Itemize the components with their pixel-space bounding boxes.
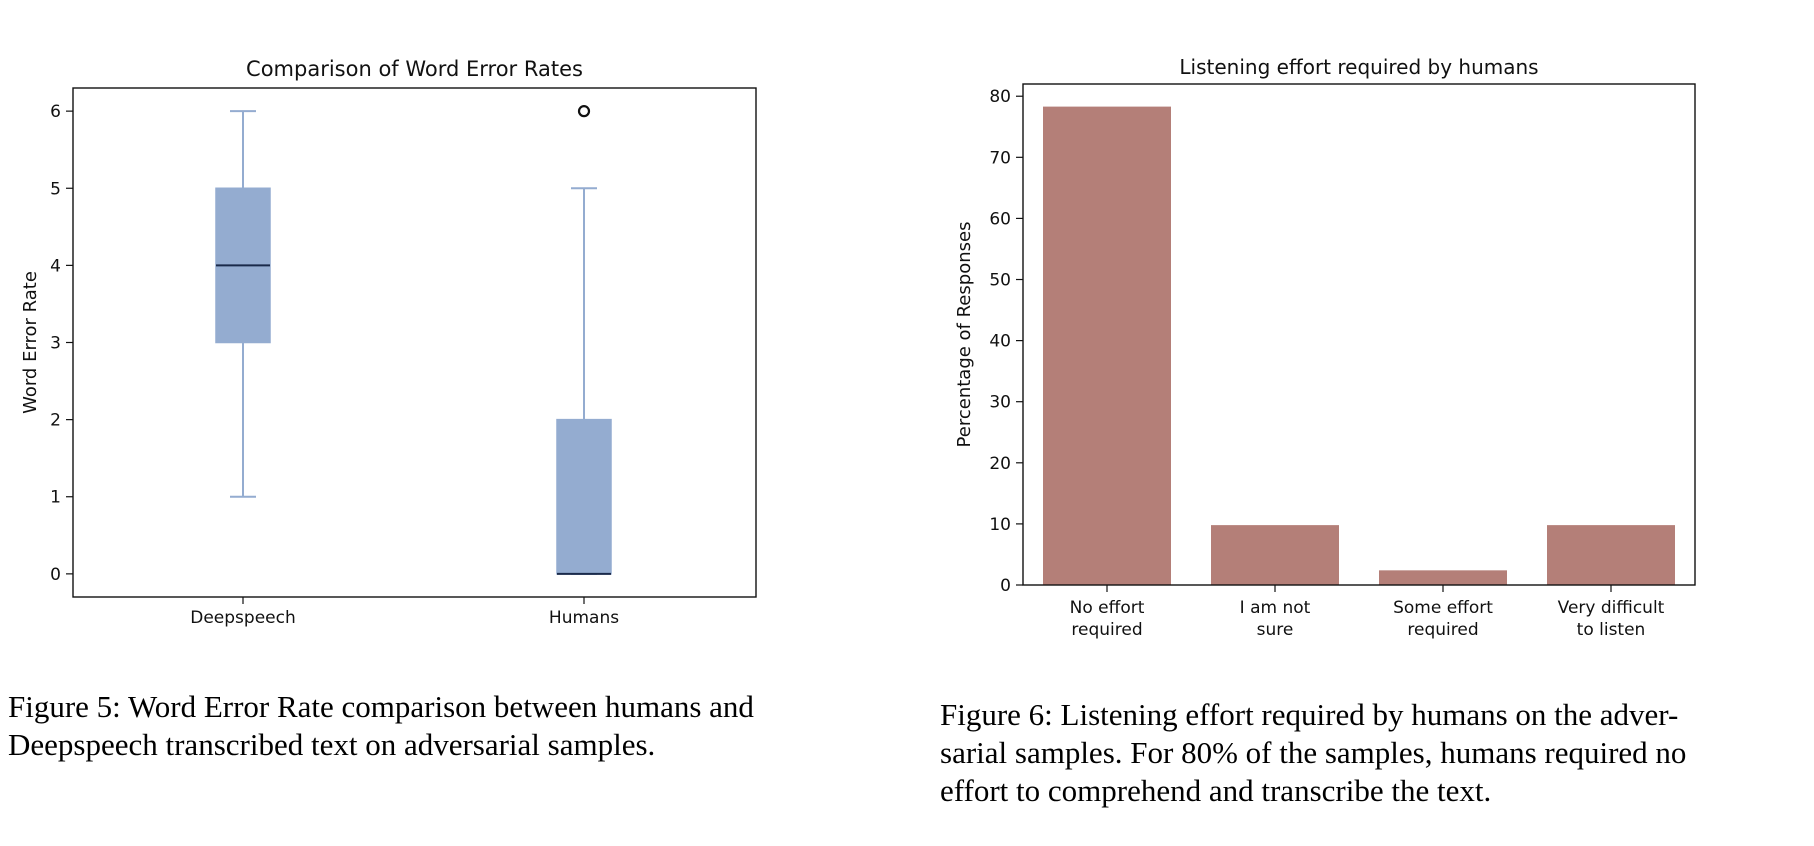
- y-tick-label: 50: [989, 271, 1011, 291]
- y-axis-label: Word Error Rate: [20, 271, 41, 414]
- figure-6-caption-line-2: sarial samples. For 80% of the samples, …: [940, 735, 1687, 770]
- plot-frame: [72, 87, 757, 598]
- figure-6-caption-line-3: effort to comprehend and transcribe the …: [940, 773, 1492, 808]
- box-deepspeech: [215, 110, 271, 498]
- y-axis-label: Percentage of Responses: [954, 222, 975, 448]
- y-tick-label: 4: [50, 256, 61, 276]
- y-tick-label: 30: [989, 393, 1011, 413]
- y-tick-label: 3: [50, 334, 61, 354]
- y-tick-label: 20: [989, 454, 1011, 474]
- x-tick-label: Humans: [549, 608, 619, 628]
- y-tick-label: 80: [989, 87, 1011, 107]
- plot-frame: [1022, 83, 1696, 586]
- y-tick-label: 40: [989, 332, 1011, 352]
- y-tick-label: 2: [50, 411, 61, 431]
- bar-2: [1379, 570, 1507, 585]
- listening-effort-bar-chart: Listening effort required by humans Perce…: [954, 55, 1696, 640]
- figure-5-caption-line-2: Deepspeech transcribed text on adversari…: [8, 727, 656, 762]
- figure-6-caption-line-1: Figure 6: Listening effort required by h…: [940, 697, 1679, 732]
- y-tick-label: 1: [50, 488, 61, 508]
- x-tick-label: sure: [1257, 620, 1294, 640]
- figure-6: Listening effort required by humans Perce…: [940, 0, 1814, 846]
- y-tick-label: 0: [1000, 576, 1011, 596]
- figure-5-caption: Figure 5: Word Error Rate comparison bet…: [8, 688, 858, 764]
- box-humans: [556, 105, 612, 575]
- figure-5-caption-line-1: Figure 5: Word Error Rate comparison bet…: [8, 689, 754, 724]
- bar-3: [1547, 525, 1675, 585]
- x-tick-label: No effort: [1070, 598, 1145, 618]
- y-tick-label: 0: [50, 565, 61, 585]
- x-tick-label: Very difficult: [1558, 598, 1665, 618]
- y-tick-label: 5: [50, 179, 61, 199]
- x-tick-label: Deepspeech: [190, 608, 296, 628]
- word-error-rate-boxplot: Comparison of Word Error Rates Word Error…: [20, 57, 757, 628]
- y-tick-label: 10: [989, 515, 1011, 535]
- bar-0: [1043, 106, 1171, 586]
- x-tick-label: I am not: [1240, 598, 1311, 618]
- x-tick-label: required: [1407, 620, 1478, 640]
- y-tick-label: 60: [989, 209, 1011, 229]
- interquartile-box: [556, 418, 612, 575]
- x-tick-label: required: [1071, 620, 1142, 640]
- y-tick-label: 6: [50, 102, 61, 122]
- chart-title: Comparison of Word Error Rates: [246, 57, 583, 81]
- outlier-point: [577, 105, 591, 118]
- x-tick-label: to listen: [1577, 620, 1646, 640]
- figure-6-caption: Figure 6: Listening effort required by h…: [940, 696, 1810, 810]
- chart-title: Listening effort required by humans: [1179, 55, 1538, 79]
- x-tick-label: Some effort: [1393, 598, 1493, 618]
- figure-5: Comparison of Word Error Rates Word Error…: [0, 0, 860, 846]
- bar-1: [1211, 525, 1339, 585]
- y-tick-label: 70: [989, 148, 1011, 168]
